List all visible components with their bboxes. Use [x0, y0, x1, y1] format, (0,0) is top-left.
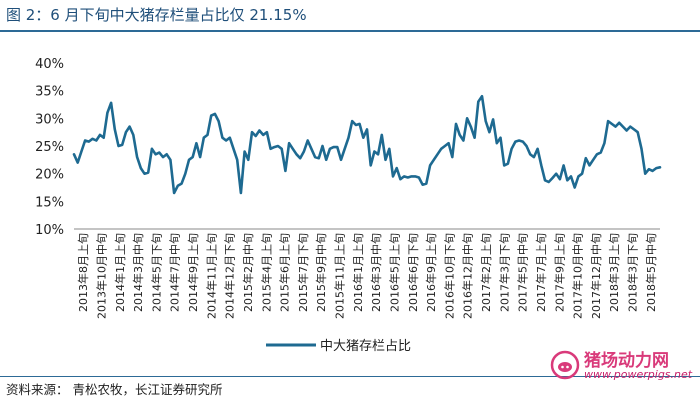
x-tick-label: 2014年1月上旬 [113, 233, 127, 312]
pig-logo-icon [550, 350, 580, 380]
plot-area [72, 94, 662, 195]
x-tick-label: 2017年2月上旬 [479, 233, 493, 312]
x-tick-label: 2015年7月下旬 [296, 233, 310, 312]
series-line [72, 94, 662, 195]
x-tick-label: 2017年7月上旬 [534, 233, 548, 312]
x-tick-label: 2016年10月下旬 [442, 233, 456, 319]
x-tick-label: 2017年3月下旬 [497, 233, 511, 312]
x-tick-label: 2016年1月上旬 [351, 233, 365, 312]
y-tick-label: 35% [35, 85, 64, 100]
x-tick-label: 2017年10月中旬 [571, 233, 585, 319]
x-tick-label: 2014年7月中旬 [168, 233, 182, 312]
y-tick-label: 20% [35, 168, 64, 183]
legend-label: 中大猪存栏占比 [320, 339, 411, 354]
x-tick-label: 2014年5月下旬 [149, 233, 163, 312]
x-tick-label: 2015年11月上旬 [333, 233, 347, 319]
x-tick-label: 2014年3月中旬 [131, 233, 145, 312]
x-tick-label: 2018年5月中旬 [644, 233, 658, 312]
y-axis: 40% 35% 30% 25% 20% 15% 10% [35, 57, 64, 238]
chart-title: 图 2：6 月下旬中大猪存栏量占比仅 21.15% [6, 6, 307, 24]
watermark-url: www.powerpigs.net [584, 368, 693, 381]
footer-divider [0, 376, 700, 377]
x-tick-label: 2017年5月中旬 [516, 233, 530, 312]
x-tick-label: 2013年10月中旬 [94, 233, 108, 319]
legend: 中大猪存栏占比 [266, 339, 411, 354]
x-axis: 2013年8月上旬 2013年10月中旬 2014年1月上旬 2014年3月中旬 201… [74, 228, 660, 319]
x-tick-label: 2015年2月中旬 [241, 233, 255, 312]
y-tick-label: 30% [35, 112, 64, 127]
y-tick-label: 40% [35, 57, 64, 72]
x-tick-label: 2015年9月中旬 [314, 233, 328, 312]
x-tick-label: 2016年9月上旬 [424, 233, 438, 312]
x-tick-label: 2014年9月上旬 [186, 233, 200, 312]
watermark-name: 猪场动力网 [584, 351, 669, 371]
y-tick-label: 10% [35, 223, 64, 238]
y-tick-label: 25% [35, 140, 64, 155]
x-tick-label: 2016年6月下旬 [406, 233, 420, 312]
x-tick-label: 2018年3月下旬 [626, 233, 640, 312]
x-tick-label: 2016年12月中旬 [461, 233, 475, 319]
x-tick-label: 2015年6月上旬 [278, 233, 292, 312]
x-tick-label: 2017年9月上旬 [552, 233, 566, 312]
source-note: 资料来源： 青松农牧，长江证券研究所 [6, 382, 223, 397]
watermark: 猪场动力网 www.powerpigs.net [544, 346, 694, 398]
x-tick-label: 2013年8月上旬 [76, 233, 90, 312]
x-tick-label: 2016年5月上旬 [387, 233, 401, 312]
x-tick-label: 2014年11月上旬 [204, 233, 218, 319]
x-tick-label: 2018年3月上旬 [607, 233, 621, 312]
title-divider [0, 30, 700, 32]
x-tick-label: 2016年3月中旬 [369, 233, 383, 312]
x-tick-label: 2015年4月上旬 [259, 233, 273, 312]
x-tick-label: 2014年12月下旬 [223, 233, 237, 319]
y-tick-label: 15% [35, 195, 64, 210]
x-tick-label: 2017年12月中旬 [589, 233, 603, 319]
